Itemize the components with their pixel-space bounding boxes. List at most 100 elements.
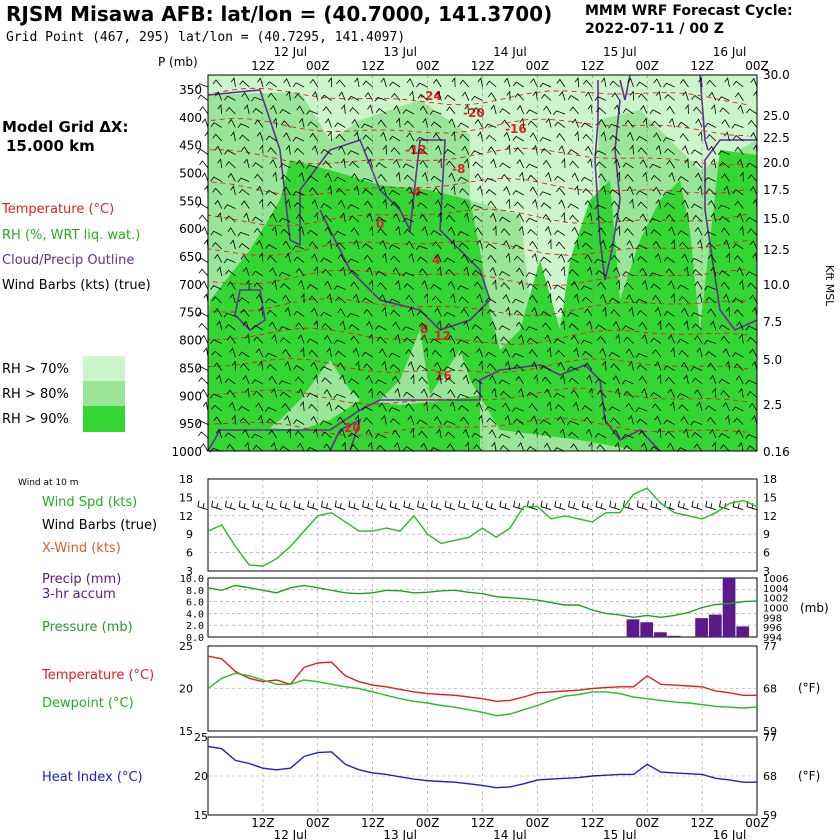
precip-bar: [667, 635, 681, 637]
top-hour-label: 00Z: [635, 59, 659, 73]
dewpoint-label: Dewpoint (°C): [42, 696, 134, 711]
temperature-label: -12: [405, 143, 427, 157]
height-tick: 17.5: [763, 183, 790, 197]
heat-tick-right: 77: [763, 731, 777, 744]
precip-bar: [640, 622, 654, 637]
height-tick: 12.5: [763, 243, 790, 257]
precip-bar: [736, 626, 750, 637]
pressure-tick-right: 1000: [763, 604, 788, 615]
top-date-label: 12 Jul: [274, 45, 308, 59]
wind-tick-left: 3: [186, 565, 193, 578]
pressure-tick: 900: [179, 389, 202, 403]
pressure-tick: 450: [179, 139, 202, 153]
temperature-isotherm-2: [207, 147, 749, 166]
height-tick: 2.5: [763, 398, 782, 412]
heat-tick-left: 20: [194, 770, 208, 783]
height-tick: 30.0: [763, 68, 790, 82]
legend-barbs: Wind Barbs (kts) (true): [2, 278, 151, 293]
temp-tick-right: 77: [763, 640, 777, 653]
rh90-field: [208, 150, 757, 451]
temp-tick-right: 59: [763, 725, 777, 738]
temperature-isotherm-7: [207, 298, 748, 317]
forecast-cycle-value: 2022-07-11 / 00 Z: [585, 21, 724, 37]
height-tick: 15.0: [763, 212, 790, 226]
cloud-outline-7: [619, 74, 631, 101]
pressure-tick-right: 994: [763, 633, 782, 644]
temperature-label: 4: [432, 253, 440, 267]
pressure-axis-label: P (mb): [158, 55, 198, 69]
wind-tick-right: 18: [763, 473, 777, 486]
bottom-hour-label: 12Z: [361, 816, 385, 830]
legend-temperature: Temperature (°C): [2, 202, 115, 217]
wind-barbs: [196, 76, 758, 453]
wind-tick-left: 15: [179, 491, 193, 504]
temperature-label: 12: [434, 329, 451, 343]
precip-tick: 4.0: [186, 609, 204, 620]
pressure-tick: 650: [179, 250, 202, 264]
height-tick: 0.16: [763, 445, 790, 459]
top-hour-label: 12Z: [471, 59, 495, 73]
temp-tick-right: 68: [763, 683, 777, 696]
pressure-tick-right: 1004: [763, 584, 788, 595]
precip-tick: 10.0: [180, 574, 204, 585]
top-hour-label: 00Z: [526, 59, 550, 73]
heat-tick-left: 15: [194, 809, 208, 822]
precip-bar: [708, 614, 722, 637]
wind-tick-left: 9: [186, 528, 193, 541]
heat-index-label: Heat Index (°C): [42, 770, 143, 785]
pressure-tick: 850: [179, 361, 202, 375]
height-tick: 20.0: [763, 156, 790, 170]
precip-tick: 8.0: [186, 586, 204, 597]
temperature-isotherm-4: [207, 208, 749, 227]
pressure-line: [207, 584, 758, 619]
temperature-label: -4: [408, 185, 421, 199]
pressure-tick: 550: [179, 194, 202, 208]
temperature-label: -16: [505, 122, 527, 136]
temperature-isotherm-5: [207, 239, 749, 257]
bottom-date-label: 15 Jul: [603, 828, 637, 840]
height-tick: 25.0: [763, 109, 790, 123]
pressure-tick: 350: [179, 83, 202, 97]
bottom-hour-label: 00Z: [745, 816, 769, 830]
bottom-hour-label: 12Z: [581, 816, 605, 830]
heat-tick-right: 59: [763, 809, 777, 822]
top-date-label: 15 Jul: [603, 45, 637, 59]
wind-panel-frame: [207, 478, 758, 572]
wind-tick-right: 3: [763, 565, 770, 578]
wind-speed-line: [207, 487, 758, 567]
wind-header: Wind at 10 m: [18, 478, 78, 488]
height-tick: 22.5: [763, 131, 790, 145]
temperature-isotherm-10: [207, 387, 749, 405]
pressure-tick-right: 1002: [763, 594, 788, 605]
precip-bar: [695, 618, 708, 637]
legend-rh70: RH > 70%: [2, 362, 69, 377]
crosswind-label: X-Wind (kts): [42, 541, 121, 556]
temperature-label: 8: [420, 322, 428, 336]
height-tick: 7.5: [763, 315, 782, 329]
precip-bar: [626, 619, 640, 637]
pressure-unit: (mb): [800, 601, 829, 615]
legend-rh80: RH > 80%: [2, 387, 69, 402]
top-hour-label: 00Z: [416, 59, 440, 73]
model-grid-label: Model Grid ΔX:: [2, 118, 129, 136]
pressure-tick: 400: [179, 111, 202, 125]
pressure-tick: 800: [179, 334, 202, 348]
top-hour-label: 12Z: [690, 59, 714, 73]
forecast-cycle-label: MMM WRF Forecast Cycle:: [585, 3, 793, 19]
dewpoint-line: [207, 672, 758, 717]
precip-tick: 2.0: [186, 621, 204, 632]
grid-point-label: Grid Point (467, 295) lat/lon = (40.7295…: [6, 30, 406, 45]
wind-barbs-label: Wind Barbs (true): [42, 518, 157, 533]
bottom-date-label: 13 Jul: [383, 828, 417, 840]
pressure-tick: 500: [179, 166, 202, 180]
top-hour-label: 00Z: [306, 59, 330, 73]
bottom-hour-label: 00Z: [526, 816, 550, 830]
temperature-isotherm-8: [207, 327, 749, 345]
precip-bar: [654, 632, 667, 637]
temp-tick-left: 25: [179, 640, 193, 653]
wind-tick-left: 12: [179, 510, 193, 523]
wind-tick-right: 12: [763, 510, 777, 523]
heat-tick-left: 25: [194, 731, 208, 744]
bottom-date-label: 12 Jul: [274, 828, 308, 840]
